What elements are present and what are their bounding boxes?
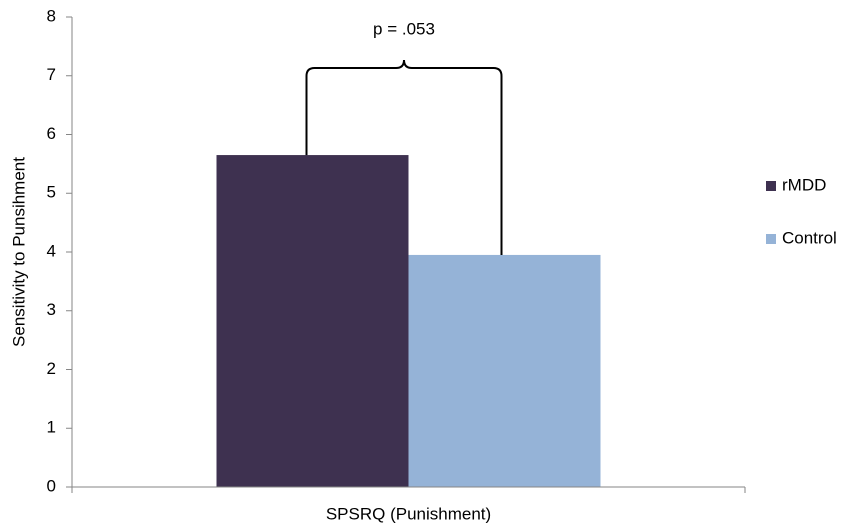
y-tick-label: 8 — [47, 6, 56, 25]
legend-swatch — [766, 234, 776, 244]
bar — [216, 155, 409, 487]
legend-swatch — [766, 181, 776, 191]
bar — [408, 254, 601, 487]
y-tick-label: 3 — [47, 300, 56, 319]
y-tick-label: 1 — [47, 418, 56, 437]
y-tick-label: 6 — [47, 124, 56, 143]
y-tick-label: 5 — [47, 183, 56, 202]
y-tick-label: 2 — [47, 359, 56, 378]
legend-label: Control — [782, 228, 837, 247]
x-tick-label: SPSRQ (Punishment) — [326, 504, 491, 523]
y-tick-label: 4 — [47, 241, 56, 260]
annotation: p = .053 — [373, 19, 435, 38]
y-tick-label: 0 — [47, 476, 56, 495]
y-axis-label: Sensitivity to Punsihment — [9, 157, 28, 347]
legend-label: rMDD — [782, 175, 826, 194]
significance-bracket — [305, 59, 503, 255]
y-tick-label: 7 — [47, 65, 56, 84]
